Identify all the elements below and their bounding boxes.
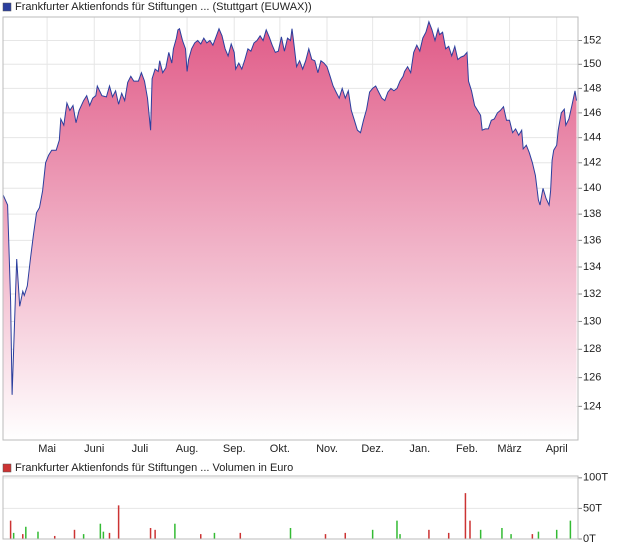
y-tick-label: 138 bbox=[583, 208, 601, 220]
volume-bar bbox=[531, 534, 534, 539]
legend-label: Frankfurter Aktienfonds für Stiftungen .… bbox=[15, 1, 312, 13]
volume-bar bbox=[82, 534, 85, 539]
volume-bar bbox=[428, 529, 430, 539]
volume-bar bbox=[239, 532, 242, 539]
plot-frame bbox=[2, 16, 579, 441]
x-tick-label: April bbox=[546, 443, 568, 455]
y-tick-label: 144 bbox=[583, 132, 601, 144]
volume-bar bbox=[117, 505, 120, 539]
y-tick-label: 148 bbox=[583, 82, 601, 94]
y-tick-label: 50T bbox=[583, 502, 602, 514]
volume-bar bbox=[53, 535, 56, 539]
y-tick-label: 130 bbox=[583, 315, 601, 327]
volume-bar bbox=[213, 532, 216, 539]
x-tick-label: Juni bbox=[84, 443, 104, 455]
y-tick-label: 140 bbox=[583, 182, 601, 194]
y-tick-label: 136 bbox=[583, 234, 601, 246]
x-tick-label: Okt. bbox=[270, 443, 290, 455]
volume-bar bbox=[464, 493, 467, 539]
volume-bar bbox=[289, 527, 292, 539]
volume-bar bbox=[22, 534, 24, 539]
x-tick-label: Sep. bbox=[223, 443, 246, 455]
volume-bar bbox=[555, 529, 558, 539]
y-tick-label: 124 bbox=[583, 400, 601, 412]
x-tick-label: Mai bbox=[38, 443, 56, 455]
y-tick-label: 128 bbox=[583, 343, 601, 355]
legend-swatch bbox=[2, 463, 12, 473]
volume-bar bbox=[37, 531, 39, 539]
volume-bar bbox=[469, 520, 471, 539]
legend-swatch bbox=[2, 2, 12, 12]
y-tick-label: 152 bbox=[583, 34, 601, 46]
x-tick-label: März bbox=[497, 443, 521, 455]
volume-bar bbox=[501, 527, 503, 539]
y-tick-label: 132 bbox=[583, 288, 601, 300]
y-tick-label: 150 bbox=[583, 58, 601, 70]
volume-bar bbox=[73, 529, 76, 539]
x-tick-label: Dez. bbox=[361, 443, 384, 455]
volume-bar bbox=[399, 534, 401, 539]
volume-bar bbox=[447, 532, 450, 539]
x-tick-label: Juli bbox=[132, 443, 149, 455]
volume-bar bbox=[174, 523, 176, 539]
volume-bar bbox=[102, 531, 105, 539]
area-fill bbox=[3, 21, 577, 440]
volume-bar bbox=[200, 534, 202, 539]
legend-label: Frankfurter Aktienfonds für Stiftungen .… bbox=[15, 462, 293, 474]
y-tick-label: 146 bbox=[583, 107, 601, 119]
y-tick-label: 134 bbox=[583, 261, 601, 273]
volume-bar bbox=[154, 529, 156, 539]
volume-bar bbox=[149, 527, 152, 539]
y-tick-label: 142 bbox=[583, 157, 601, 169]
plot-frame bbox=[2, 475, 579, 540]
y-tick-label: 126 bbox=[583, 372, 601, 384]
volume-bar bbox=[479, 529, 482, 539]
volume-bar bbox=[25, 526, 27, 539]
x-tick-label: Nov. bbox=[316, 443, 338, 455]
x-tick-label: Jan. bbox=[409, 443, 430, 455]
volume-bar bbox=[344, 532, 347, 539]
volume-bar bbox=[324, 534, 327, 539]
volume-bar bbox=[396, 520, 398, 539]
y-tick-label: 100T bbox=[583, 472, 608, 484]
volume-bar bbox=[537, 531, 540, 539]
price-line bbox=[2, 20, 577, 395]
volume-bar bbox=[9, 520, 12, 539]
x-tick-label: Feb. bbox=[456, 443, 478, 455]
volume-bar bbox=[569, 520, 572, 539]
volume-bar bbox=[371, 529, 374, 539]
volume-bar bbox=[108, 532, 111, 539]
volume-bar bbox=[510, 534, 512, 539]
volume-bar bbox=[12, 532, 15, 539]
volume-bar bbox=[99, 523, 102, 539]
y-tick-label: 0T bbox=[583, 533, 596, 545]
x-tick-label: Aug. bbox=[176, 443, 199, 455]
